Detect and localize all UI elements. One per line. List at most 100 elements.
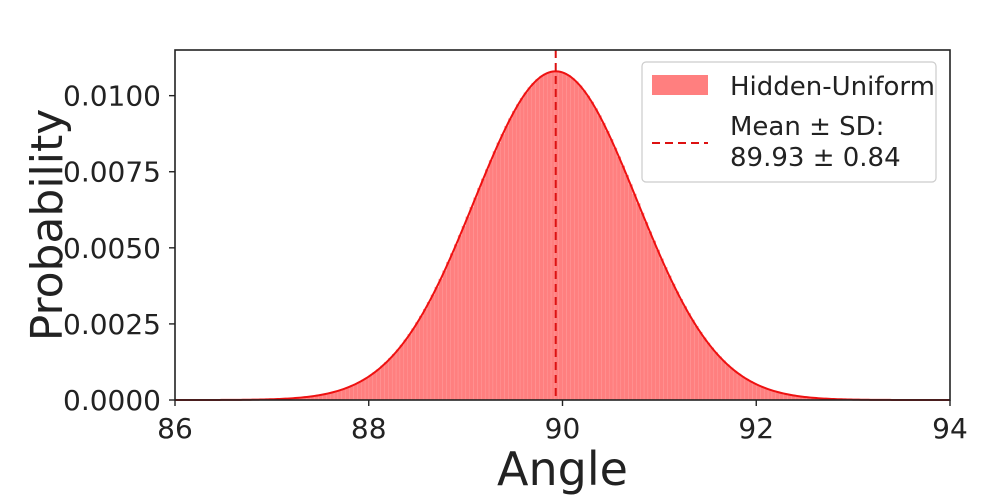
histogram-bar <box>403 339 408 401</box>
histogram-bar <box>399 344 405 401</box>
histogram-bar <box>457 235 463 401</box>
histogram-bar <box>756 385 761 401</box>
histogram-bar <box>682 306 687 401</box>
histogram-bar <box>473 197 478 401</box>
histogram-bar <box>368 374 374 401</box>
x-tick-label: 88 <box>351 412 387 445</box>
histogram-bar <box>736 373 742 401</box>
histogram-bar <box>740 376 746 401</box>
histogram-bar <box>659 258 664 401</box>
histogram-bar <box>430 294 436 401</box>
histogram-bar <box>543 73 548 401</box>
y-axis-title: Probability <box>22 109 73 342</box>
histogram-bar <box>721 360 726 401</box>
histogram-bar <box>504 126 509 401</box>
histogram-bar <box>372 372 377 401</box>
histogram-bar <box>667 275 672 401</box>
histogram-bar <box>477 188 482 401</box>
histogram-bar <box>515 104 521 401</box>
histogram-bar <box>701 337 707 401</box>
histogram-bar <box>767 389 773 401</box>
histogram-bar <box>349 385 354 401</box>
histogram-bar <box>593 108 598 401</box>
histogram-bar <box>434 286 439 401</box>
legend-label-histogram: Hidden-Uniform <box>730 72 935 102</box>
x-tick-label: 94 <box>932 412 968 445</box>
histogram-bar <box>426 302 432 401</box>
histogram-bar <box>566 75 571 401</box>
histogram-bar <box>663 267 668 401</box>
x-axis-ticks: 86 88 90 92 94 <box>157 400 968 445</box>
histogram-bar <box>577 85 583 401</box>
histogram-bar <box>729 367 734 401</box>
histogram-bar <box>360 379 366 401</box>
x-tick-label: 92 <box>738 412 774 445</box>
histogram-bar <box>608 139 614 401</box>
histogram-bar <box>384 362 389 401</box>
y-tick-label: 0.0000 <box>63 384 161 417</box>
histogram-bar <box>752 383 757 401</box>
histogram-bar <box>527 87 532 401</box>
histogram-bar <box>632 193 637 401</box>
histogram-bar <box>531 82 536 401</box>
y-tick-label: 0.0050 <box>63 232 161 265</box>
histogram-bar <box>364 377 370 401</box>
histogram-bar <box>713 352 718 401</box>
histogram-bar <box>484 169 490 401</box>
histogram-bar <box>419 315 424 401</box>
histogram-bar <box>337 390 343 401</box>
histogram-bar <box>748 381 753 401</box>
histogram-bar <box>446 262 451 401</box>
y-tick-label: 0.0100 <box>63 80 161 113</box>
histogram-bar <box>732 370 738 401</box>
histogram-bar <box>508 118 513 401</box>
histogram-bar <box>469 207 474 401</box>
histogram-bar <box>388 358 393 401</box>
histogram-bar <box>628 184 633 401</box>
histogram-bar <box>694 326 699 401</box>
y-tick-label: 0.0025 <box>63 308 161 341</box>
histogram-bar <box>407 334 412 401</box>
histogram-bar <box>391 354 397 401</box>
histogram-bar <box>616 156 622 401</box>
histogram-bar <box>519 98 525 401</box>
histogram-bar <box>438 278 443 401</box>
histogram-bar <box>558 71 563 401</box>
histogram-bar <box>686 313 691 401</box>
histogram-bar <box>643 222 649 401</box>
histogram-bar <box>612 147 618 401</box>
histogram-bar <box>705 342 711 401</box>
legend-label-mean-line1: Mean ± SD: <box>730 112 884 142</box>
histogram-bar <box>655 249 660 401</box>
x-tick-label: 86 <box>157 412 193 445</box>
legend-swatch-histogram <box>652 75 708 95</box>
histogram-bar <box>461 225 467 401</box>
histogram-bar <box>442 270 447 401</box>
x-tick-label: 90 <box>545 412 581 445</box>
histogram-bar <box>725 364 730 401</box>
histogram-bar <box>670 283 676 401</box>
histogram-bar <box>709 347 715 401</box>
histogram-bar <box>415 322 420 401</box>
histogram-bar <box>465 216 470 401</box>
histogram-bar <box>744 378 749 401</box>
y-tick-label: 0.0075 <box>63 156 161 189</box>
legend: Hidden-Uniform Mean ± SD: 89.93 ± 0.84 <box>641 61 937 183</box>
histogram-bar <box>376 369 381 401</box>
histogram-bar <box>570 77 575 401</box>
histogram-bar <box>539 76 544 401</box>
histogram-bar <box>605 130 610 401</box>
histogram-bar <box>380 365 385 401</box>
histogram-bar <box>678 299 684 401</box>
kde-line <box>175 70 950 401</box>
histogram-bar <box>597 115 602 401</box>
histogram-bar <box>512 111 517 401</box>
histogram-bar <box>341 388 346 401</box>
histogram-bar <box>395 349 401 401</box>
legend-label-mean-line2: 89.93 ± 0.84 <box>730 143 901 173</box>
histogram-bar <box>639 212 645 401</box>
histogram-bar <box>411 328 416 401</box>
histogram-bar <box>422 309 428 401</box>
